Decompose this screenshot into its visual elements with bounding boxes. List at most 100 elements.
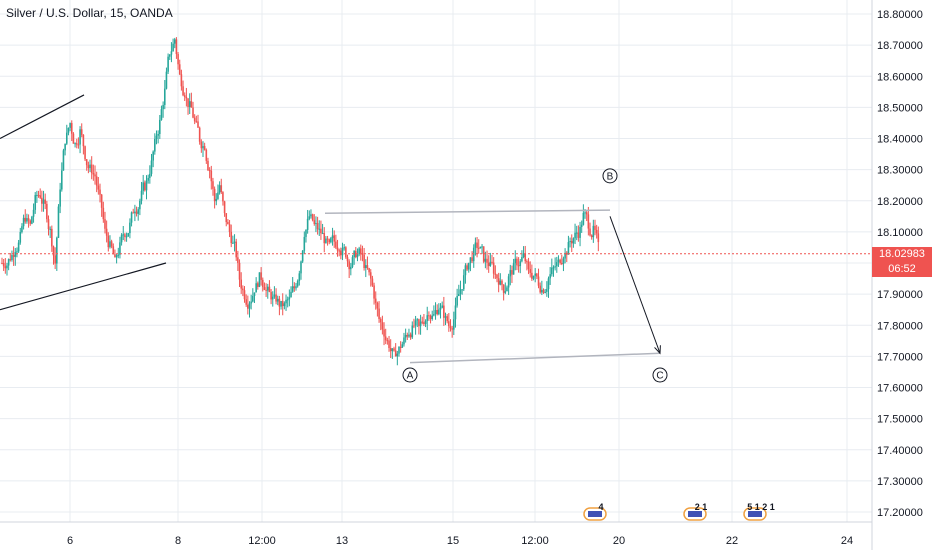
candle-body xyxy=(321,233,324,235)
wave-label-circle xyxy=(402,367,418,383)
candle-body xyxy=(178,64,181,75)
candle-body xyxy=(233,241,236,243)
candle-body xyxy=(579,226,581,238)
x-tick-label: 6 xyxy=(67,535,73,547)
candle-body xyxy=(580,224,583,227)
candle-body xyxy=(453,319,455,330)
candle-body xyxy=(383,329,385,337)
candle-body xyxy=(182,86,184,96)
channel-line xyxy=(324,209,611,214)
candle-body xyxy=(552,267,555,269)
candle-body xyxy=(572,238,575,244)
candle-body xyxy=(87,165,90,169)
candle-body xyxy=(16,251,18,253)
candle-body xyxy=(306,218,309,230)
candle-body xyxy=(509,270,512,277)
candle-body xyxy=(67,127,70,133)
candle-body xyxy=(127,233,130,237)
wave-label-c: C xyxy=(656,371,663,382)
candle-body xyxy=(120,234,123,243)
candle-body xyxy=(188,101,191,107)
candle-body xyxy=(64,143,66,151)
trend-line xyxy=(0,262,167,311)
candle-body xyxy=(401,344,404,348)
candle-body xyxy=(494,273,497,275)
candle-body xyxy=(29,220,32,224)
candle-body xyxy=(59,189,61,207)
candle-body xyxy=(112,246,115,255)
candle-body xyxy=(539,285,541,293)
y-tick-label: 18.60000 xyxy=(877,71,923,83)
candle-body xyxy=(499,280,502,285)
candle-body xyxy=(278,298,281,307)
candle-body xyxy=(439,307,442,310)
candle-body xyxy=(190,101,193,108)
candle-body xyxy=(541,289,543,293)
candle-body xyxy=(89,164,91,169)
candle-body xyxy=(448,321,450,327)
candle-body xyxy=(85,159,88,166)
candle-body xyxy=(369,272,372,279)
candle-body xyxy=(399,346,402,348)
flag-icon xyxy=(588,511,602,517)
candle-body xyxy=(592,225,595,238)
candle-body xyxy=(84,146,86,160)
candle-body xyxy=(293,286,296,289)
x-tick-label: 8 xyxy=(175,535,181,547)
candle-body xyxy=(104,219,106,229)
candle-body xyxy=(301,250,304,262)
candle-body xyxy=(421,321,424,323)
candle-body xyxy=(75,143,78,145)
candle-body xyxy=(227,222,229,225)
candle-body xyxy=(9,259,12,261)
candle-body xyxy=(122,234,125,236)
x-tick-label: 20 xyxy=(613,535,625,547)
candle-body xyxy=(381,322,384,330)
x-tick-label: 22 xyxy=(726,535,738,547)
candle-body xyxy=(92,173,95,175)
candle-body xyxy=(492,262,495,274)
candle-body xyxy=(69,123,71,128)
candle-body xyxy=(129,222,131,234)
candle-body xyxy=(557,259,560,263)
candle-body xyxy=(560,262,563,264)
candle-body xyxy=(542,289,545,293)
x-tick-label: 13 xyxy=(336,535,348,547)
candle-body xyxy=(567,242,570,255)
current-price-badge: 18.02983 xyxy=(872,246,932,262)
candle-body xyxy=(258,272,261,287)
candle-body xyxy=(589,228,591,236)
candle-body xyxy=(157,133,159,136)
candle-body xyxy=(466,265,468,270)
candle-body xyxy=(291,286,294,292)
candle-body xyxy=(590,235,593,238)
candle-body xyxy=(451,328,453,330)
candle-body xyxy=(281,300,284,307)
candle-body xyxy=(115,255,118,258)
candle-body xyxy=(117,254,120,256)
candle-body xyxy=(308,216,311,219)
candle-body xyxy=(456,295,458,306)
candle-body xyxy=(487,262,490,266)
y-tick-label: 17.80000 xyxy=(877,320,923,332)
candle-body xyxy=(150,160,153,174)
candle-body xyxy=(536,273,538,277)
candle-body xyxy=(197,121,199,128)
candle-body xyxy=(471,257,473,262)
candle-body xyxy=(180,74,183,87)
trend-line xyxy=(0,94,85,140)
candle-body xyxy=(351,257,354,267)
candle-body xyxy=(320,228,322,234)
candle-body xyxy=(280,300,282,307)
candle-body xyxy=(315,222,317,224)
candle-body xyxy=(24,217,27,222)
candle-body xyxy=(286,299,289,301)
candle-body xyxy=(582,212,585,225)
candle-body xyxy=(514,258,517,264)
candle-body xyxy=(423,322,425,324)
candle-body xyxy=(245,299,247,305)
candle-body xyxy=(270,292,272,300)
candle-body xyxy=(145,180,148,191)
candle-body xyxy=(185,96,188,99)
